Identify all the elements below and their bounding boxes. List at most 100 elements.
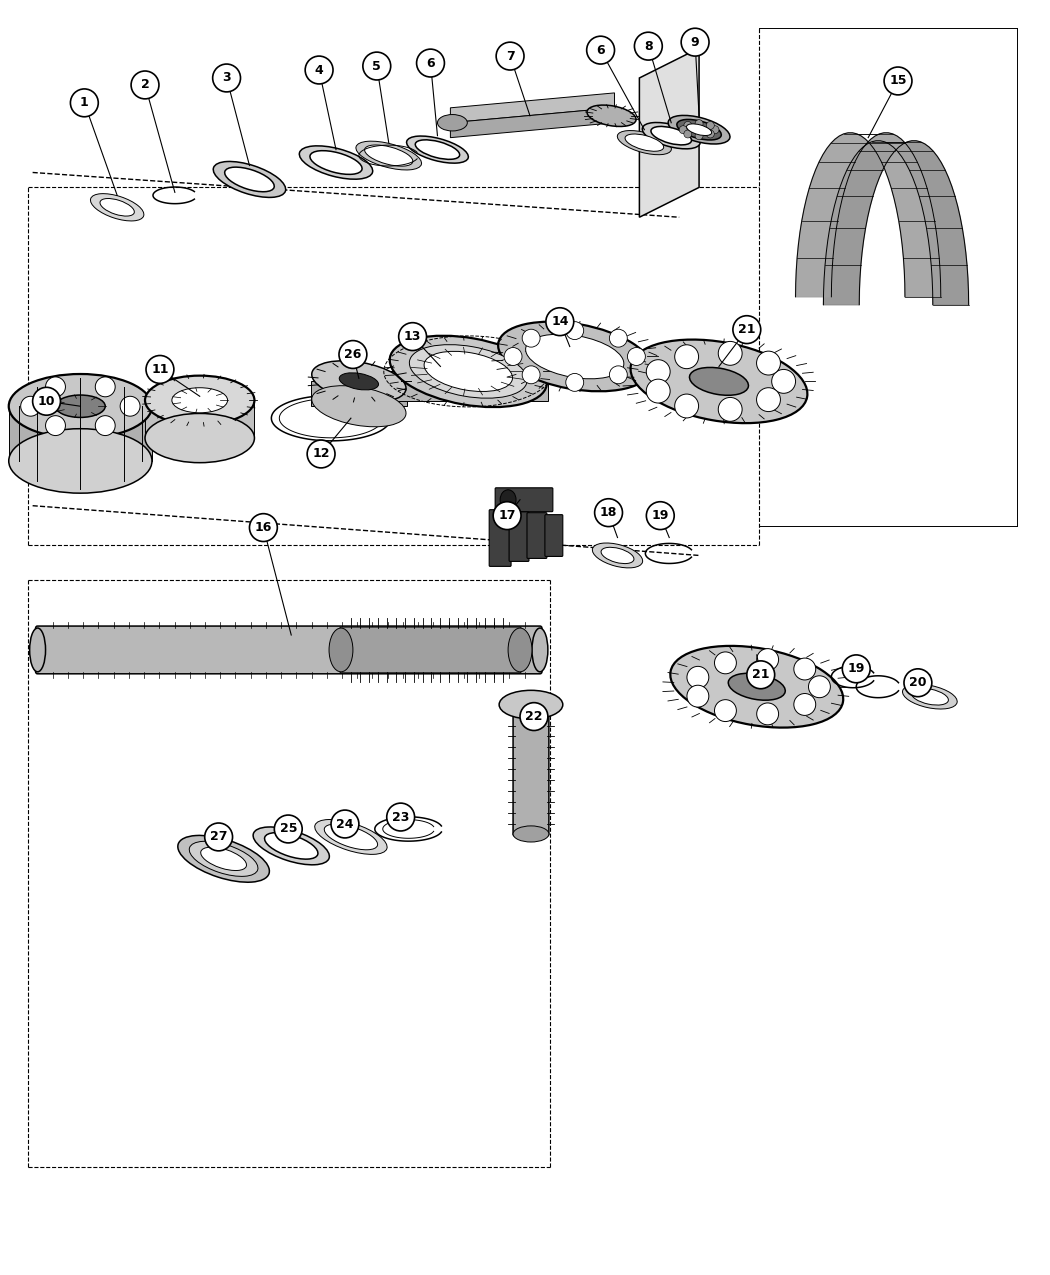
Circle shape xyxy=(628,348,646,366)
Circle shape xyxy=(794,694,816,715)
Polygon shape xyxy=(450,93,614,122)
Ellipse shape xyxy=(513,826,549,842)
Circle shape xyxy=(684,121,692,129)
Circle shape xyxy=(546,307,573,335)
Circle shape xyxy=(386,803,415,831)
Text: 6: 6 xyxy=(596,43,605,56)
Ellipse shape xyxy=(253,827,330,864)
FancyBboxPatch shape xyxy=(8,407,152,462)
Ellipse shape xyxy=(690,367,749,395)
Ellipse shape xyxy=(668,116,730,144)
Ellipse shape xyxy=(324,824,378,849)
Circle shape xyxy=(679,126,687,134)
Ellipse shape xyxy=(329,629,353,672)
Circle shape xyxy=(45,416,65,436)
Circle shape xyxy=(566,321,584,339)
Ellipse shape xyxy=(265,833,318,859)
Ellipse shape xyxy=(192,843,255,875)
Text: 19: 19 xyxy=(652,509,669,523)
Circle shape xyxy=(306,56,333,84)
FancyBboxPatch shape xyxy=(496,488,553,511)
Ellipse shape xyxy=(500,490,516,510)
Circle shape xyxy=(687,685,709,708)
Circle shape xyxy=(566,374,584,391)
FancyBboxPatch shape xyxy=(340,627,521,673)
Text: 27: 27 xyxy=(210,830,228,844)
Polygon shape xyxy=(796,133,941,297)
Ellipse shape xyxy=(8,428,152,493)
Circle shape xyxy=(131,71,159,99)
Circle shape xyxy=(308,440,335,468)
Text: 13: 13 xyxy=(404,330,421,343)
Text: 23: 23 xyxy=(392,811,410,824)
Ellipse shape xyxy=(670,646,843,728)
Circle shape xyxy=(45,377,65,397)
Ellipse shape xyxy=(498,321,651,391)
Ellipse shape xyxy=(189,842,258,876)
Circle shape xyxy=(250,514,277,542)
Circle shape xyxy=(794,658,816,680)
Circle shape xyxy=(609,366,627,384)
Ellipse shape xyxy=(617,130,671,154)
Circle shape xyxy=(70,89,99,117)
Ellipse shape xyxy=(499,690,563,719)
Circle shape xyxy=(757,388,780,412)
Circle shape xyxy=(120,397,140,416)
Circle shape xyxy=(687,667,709,689)
Text: 17: 17 xyxy=(499,509,516,523)
Polygon shape xyxy=(823,140,969,305)
Text: 3: 3 xyxy=(223,71,231,84)
Circle shape xyxy=(522,329,540,347)
Circle shape xyxy=(842,655,870,682)
FancyBboxPatch shape xyxy=(311,381,406,407)
Circle shape xyxy=(96,416,116,436)
Text: 9: 9 xyxy=(691,36,699,48)
Ellipse shape xyxy=(29,629,45,672)
FancyBboxPatch shape xyxy=(36,626,542,673)
Ellipse shape xyxy=(424,352,512,391)
Text: 20: 20 xyxy=(909,676,927,690)
Polygon shape xyxy=(450,108,614,138)
Ellipse shape xyxy=(145,376,254,425)
Ellipse shape xyxy=(100,199,134,215)
Circle shape xyxy=(146,356,174,384)
Ellipse shape xyxy=(508,629,532,672)
Circle shape xyxy=(594,499,623,527)
FancyBboxPatch shape xyxy=(513,703,549,836)
FancyBboxPatch shape xyxy=(388,371,548,402)
Ellipse shape xyxy=(903,685,958,709)
Circle shape xyxy=(711,126,719,134)
Circle shape xyxy=(675,394,698,418)
Ellipse shape xyxy=(911,688,948,705)
Text: 19: 19 xyxy=(847,662,865,676)
FancyBboxPatch shape xyxy=(545,515,563,556)
Ellipse shape xyxy=(8,374,152,439)
Text: 15: 15 xyxy=(889,74,907,88)
Circle shape xyxy=(274,815,302,843)
Ellipse shape xyxy=(299,145,373,180)
Circle shape xyxy=(96,377,116,397)
Ellipse shape xyxy=(312,361,406,402)
Circle shape xyxy=(757,649,779,671)
Text: 18: 18 xyxy=(600,506,617,519)
Ellipse shape xyxy=(643,122,700,149)
Ellipse shape xyxy=(177,835,270,882)
Ellipse shape xyxy=(201,847,247,871)
Circle shape xyxy=(714,652,736,673)
Ellipse shape xyxy=(592,543,643,567)
Ellipse shape xyxy=(631,339,807,423)
Circle shape xyxy=(497,42,524,70)
Circle shape xyxy=(733,316,761,343)
FancyBboxPatch shape xyxy=(489,510,511,566)
Ellipse shape xyxy=(526,334,624,379)
Circle shape xyxy=(339,340,366,368)
Text: 7: 7 xyxy=(506,50,514,62)
Ellipse shape xyxy=(651,126,692,145)
Circle shape xyxy=(609,329,627,347)
Circle shape xyxy=(646,360,670,384)
Circle shape xyxy=(707,121,714,129)
Circle shape xyxy=(714,700,736,722)
Circle shape xyxy=(707,130,714,138)
Text: 16: 16 xyxy=(255,521,272,534)
Circle shape xyxy=(522,366,540,384)
